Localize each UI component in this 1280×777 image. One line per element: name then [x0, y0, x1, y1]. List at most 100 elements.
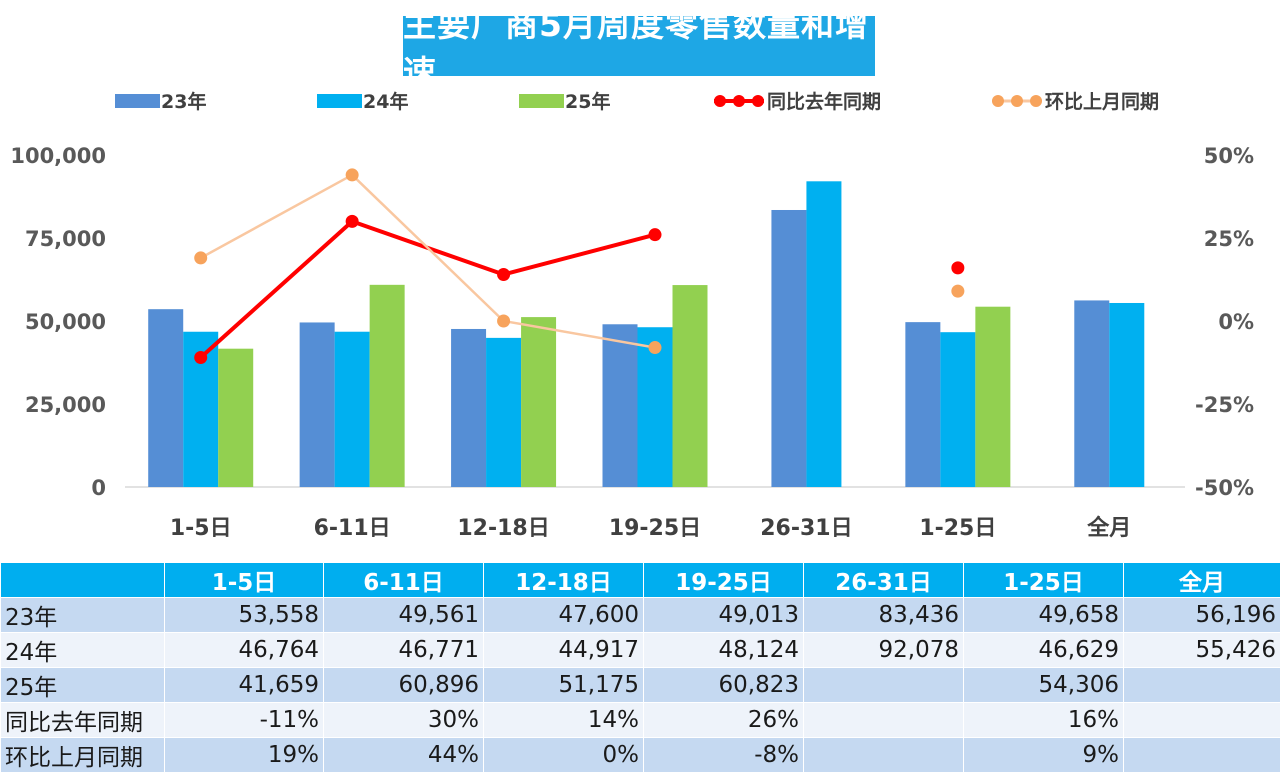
legend-label: 环比上月同期 [1045, 91, 1159, 113]
x-tick-label: 1-5日 [170, 516, 232, 541]
table-cell: 54,306 [963, 667, 1124, 703]
legend-label: 23年 [161, 90, 206, 113]
table-cell: 83,436 [803, 597, 964, 633]
table-cell: 56,196 [1123, 597, 1280, 633]
legend-marker [1030, 95, 1042, 107]
row-label: 24年 [0, 632, 165, 668]
y-axis-right: 50% 25% 0% -25% -50% [1195, 144, 1254, 500]
table-cell: 49,658 [963, 597, 1124, 633]
y-tick-label: 75,000 [25, 227, 106, 251]
table-cell: 41,659 [164, 667, 324, 703]
line-point [648, 341, 662, 355]
table-header-cell: 19-25日 [643, 562, 804, 598]
bar [521, 317, 557, 487]
x-tick-label: 26-31日 [760, 516, 852, 541]
line-point [648, 228, 662, 242]
table-header-cell: 26-31日 [803, 562, 964, 598]
table-cell [1123, 667, 1280, 703]
table-cell: 46,629 [963, 632, 1124, 668]
bar [1074, 300, 1110, 487]
table-row: 同比去年同期 -11% 30% 14% 26% 16% [0, 702, 1280, 738]
table-row: 25年 41,659 60,896 51,175 60,823 54,306 [0, 667, 1280, 703]
row-label: 23年 [0, 597, 165, 633]
line-point [951, 284, 965, 298]
x-tick-label: 19-25日 [609, 516, 701, 541]
table-cell: 30% [323, 702, 484, 738]
legend-marker [752, 95, 764, 107]
table-row: 24年 46,764 46,771 44,917 48,124 92,078 4… [0, 632, 1280, 668]
bar [369, 284, 405, 487]
legend-label: 25年 [565, 90, 610, 113]
bar [218, 348, 254, 487]
combo-chart: 23年 24年 25年 同比去年同期 环比上月同期 100,000 75,000 50,00… [10, 90, 1254, 541]
series-line [199, 219, 656, 360]
legend-swatch [115, 94, 160, 108]
table-header-row: 1-5日 6-11日 12-18日 19-25日 26-31日 1-25日 全月 [0, 562, 1280, 598]
legend-swatch [519, 94, 564, 108]
legend-swatch [317, 94, 362, 108]
row-label: 同比去年同期 [0, 702, 165, 738]
table-cell [1123, 737, 1280, 773]
y-tick-label: 100,000 [10, 144, 106, 168]
data-table: 1-5日 6-11日 12-18日 19-25日 26-31日 1-25日 全月… [0, 562, 1280, 773]
table-cell: 60,896 [323, 667, 484, 703]
y2-tick-label: -25% [1195, 393, 1254, 417]
y-axis-left: 100,000 75,000 50,000 25,000 0 [10, 144, 106, 500]
x-tick-label: 全月 [1086, 515, 1131, 541]
table-cell [1123, 702, 1280, 738]
bar [299, 322, 335, 487]
y2-tick-label: 0% [1218, 310, 1254, 334]
table-cell: 19% [164, 737, 324, 773]
table-cell: 46,764 [164, 632, 324, 668]
table-cell: 46,771 [323, 632, 484, 668]
table-header-cell: 1-25日 [963, 562, 1124, 598]
bar [771, 209, 807, 487]
bar [672, 285, 708, 487]
x-tick-label: 6-11日 [314, 516, 391, 541]
y-tick-label: 0 [91, 476, 106, 500]
table-cell: 53,558 [164, 597, 324, 633]
legend-marker [992, 95, 1004, 107]
y2-tick-label: 50% [1204, 144, 1254, 168]
table-cell: 26% [643, 702, 804, 738]
legend-marker [714, 95, 726, 107]
table-cell: 60,823 [643, 667, 804, 703]
table-cell: 0% [483, 737, 644, 773]
table-cell [803, 667, 964, 703]
table-cell: 48,124 [643, 632, 804, 668]
table-cell: 49,561 [323, 597, 484, 633]
table-header-cell: 1-5日 [164, 562, 324, 598]
y2-tick-label: 25% [1204, 227, 1254, 251]
line-point [951, 261, 965, 275]
bar [905, 322, 941, 487]
bar-series-group [148, 181, 1145, 488]
line-point [345, 214, 359, 228]
table-cell [803, 737, 964, 773]
bar [602, 324, 638, 487]
bar [1109, 302, 1145, 487]
table-cell: 47,600 [483, 597, 644, 633]
line-series-group [194, 168, 965, 365]
table-header-cell: 6-11日 [323, 562, 484, 598]
bar [334, 331, 370, 487]
table-header-cell [0, 562, 165, 598]
table-header-cell: 12-18日 [483, 562, 644, 598]
x-axis: 1-5日 6-11日 12-18日 19-25日 26-31日 1-25日 全月 [170, 515, 1131, 541]
bar [806, 181, 842, 488]
bar [940, 332, 976, 487]
line-point [497, 314, 511, 328]
legend-marker [733, 95, 745, 107]
table-row: 23年 53,558 49,561 47,600 49,013 83,436 4… [0, 597, 1280, 633]
table-cell: 44% [323, 737, 484, 773]
y2-tick-label: -50% [1195, 476, 1254, 500]
table-cell: 51,175 [483, 667, 644, 703]
bar [148, 309, 184, 487]
line-point [194, 351, 208, 365]
row-label: 环比上月同期 [0, 737, 165, 773]
bar [451, 328, 487, 487]
line-point [345, 168, 359, 182]
legend-label: 24年 [363, 90, 408, 113]
legend-marker [1011, 95, 1023, 107]
table-cell: 9% [963, 737, 1124, 773]
